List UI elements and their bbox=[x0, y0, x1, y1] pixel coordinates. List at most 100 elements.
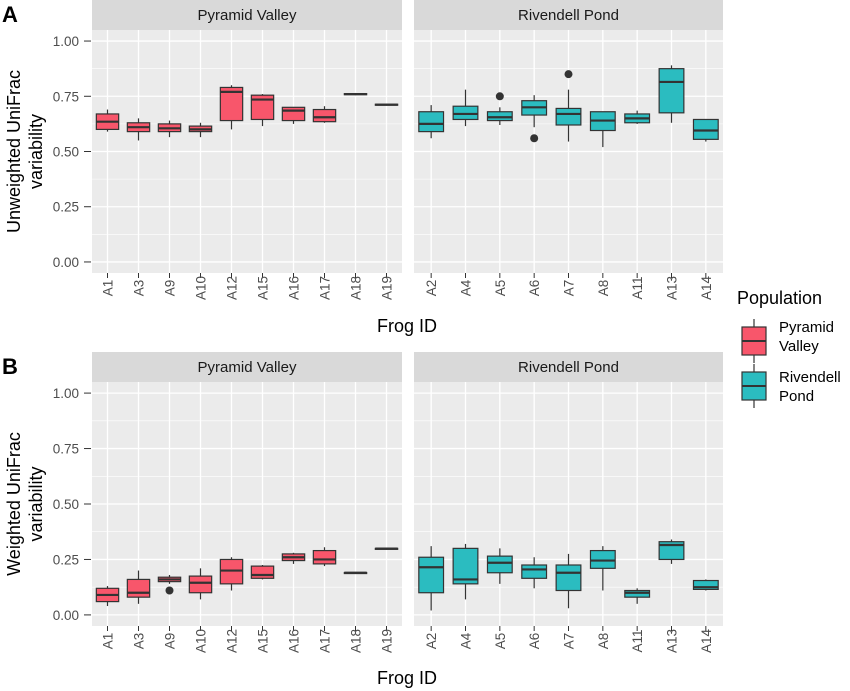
x-tick-label: A15 bbox=[256, 629, 271, 653]
box-A2 bbox=[418, 105, 445, 139]
box-A6 bbox=[521, 95, 548, 143]
legend-key-pyramid bbox=[741, 319, 767, 363]
box-body bbox=[452, 105, 479, 121]
x-tick-label: A12 bbox=[225, 276, 240, 300]
x-tick-label: A1 bbox=[101, 280, 116, 297]
box-body bbox=[521, 564, 548, 579]
legend-label-pyramid-line2: Valley bbox=[779, 338, 819, 355]
y-tick-label: 0.75 bbox=[53, 89, 79, 104]
box-A18 bbox=[343, 571, 368, 575]
x-tick-label: A19 bbox=[380, 276, 395, 300]
x-tick-label: A6 bbox=[527, 280, 542, 297]
x-tick-label: A1 bbox=[101, 633, 116, 650]
y-tick-label: 0.25 bbox=[53, 200, 79, 215]
box-A7 bbox=[555, 553, 582, 609]
x-tick-label: A13 bbox=[665, 629, 680, 653]
box-body bbox=[486, 555, 513, 574]
outlier-point bbox=[495, 92, 504, 101]
box-A9 bbox=[157, 120, 182, 138]
box-A15 bbox=[250, 94, 275, 127]
box-A13 bbox=[658, 539, 685, 564]
box-A10 bbox=[188, 122, 213, 138]
x-tick-label: A7 bbox=[562, 280, 577, 297]
x-tick-label: A18 bbox=[349, 276, 364, 300]
facet-title: Pyramid Valley bbox=[198, 359, 297, 376]
x-tick-label: A10 bbox=[194, 276, 209, 300]
box-A19 bbox=[374, 547, 399, 550]
x-tick-label: A4 bbox=[459, 279, 474, 296]
panel-b: B Weighted UniFrac variability 0.00 0.25 0.50… bbox=[2, 352, 723, 688]
legend-label-rivendell-line2: Pond bbox=[779, 388, 814, 405]
facet-pyramid: Pyramid Valley A1 A3 A9 A10 A12 A15 A16 A17 A18 A1… bbox=[92, 352, 402, 653]
y-tick-label: 0.50 bbox=[53, 497, 79, 512]
box-body bbox=[250, 94, 275, 121]
legend-key-rivendell bbox=[741, 364, 767, 408]
x-tick-label: A12 bbox=[225, 629, 240, 653]
box-A8 bbox=[589, 111, 616, 148]
x-tick-label: A2 bbox=[424, 280, 439, 297]
box-body bbox=[658, 68, 685, 114]
x-tick-label: A19 bbox=[380, 629, 395, 653]
box-A18 bbox=[343, 92, 368, 96]
legend-label-pyramid-line1: Pyramid bbox=[779, 319, 834, 336]
legend-label-rivendell-line1: Rivendell bbox=[779, 369, 841, 386]
box-body bbox=[281, 106, 306, 122]
box-body bbox=[555, 564, 582, 592]
y-tick-label: 1.00 bbox=[53, 386, 79, 401]
y-tick-label: 0.00 bbox=[53, 255, 79, 270]
legend: Population Pyramid Valley Rivendell Pond bbox=[737, 288, 841, 408]
facet-rivendell: Rivendell Pond A2 A4 A5 A6 A7 A8 A11 A13 A14 bbox=[414, 0, 723, 300]
x-tick-label: A3 bbox=[132, 280, 147, 297]
panel-letter-a: A bbox=[2, 2, 18, 27]
x-axis-title: Frog ID bbox=[377, 316, 437, 336]
y-axis-title-line1: Unweighted UniFrac bbox=[4, 70, 24, 233]
x-tick-label: A10 bbox=[194, 629, 209, 653]
y-axis-title-line2: variability bbox=[26, 114, 46, 189]
y-tick-label: 0.00 bbox=[53, 608, 79, 623]
facet-strip bbox=[92, 0, 402, 30]
box-body bbox=[452, 547, 479, 585]
box-A19 bbox=[374, 103, 399, 106]
box-body bbox=[589, 549, 616, 569]
x-tick-label: A14 bbox=[699, 276, 714, 301]
box-body bbox=[126, 578, 151, 598]
x-tick-label: A5 bbox=[493, 280, 508, 297]
x-tick-label: A7 bbox=[562, 633, 577, 650]
x-tick-label: A17 bbox=[318, 276, 333, 300]
facet-strip bbox=[92, 352, 402, 382]
box-A12 bbox=[219, 85, 244, 130]
box-body bbox=[658, 541, 685, 561]
box-body bbox=[624, 589, 651, 598]
box-A11 bbox=[624, 110, 651, 124]
box-body bbox=[312, 108, 337, 123]
box-body bbox=[312, 549, 337, 565]
facet-strip bbox=[414, 352, 723, 382]
y-tick-label: 0.25 bbox=[53, 552, 79, 567]
box-A15 bbox=[250, 565, 275, 580]
x-tick-label: A11 bbox=[630, 629, 645, 652]
y-tick-label: 0.50 bbox=[53, 145, 79, 160]
x-tick-label: A16 bbox=[287, 276, 302, 300]
box-body bbox=[692, 118, 719, 140]
y-tick-label: 0.75 bbox=[53, 442, 79, 457]
box-A13 bbox=[658, 65, 685, 123]
x-tick-label: A15 bbox=[256, 276, 271, 300]
box-body bbox=[418, 111, 445, 133]
y-axis-title-line1: Weighted UniFrac bbox=[4, 432, 24, 576]
x-tick-label: A17 bbox=[318, 629, 333, 653]
box-A17 bbox=[312, 106, 337, 123]
facet-title: Pyramid Valley bbox=[198, 7, 297, 24]
x-tick-label: A11 bbox=[630, 276, 645, 299]
box-A1 bbox=[95, 109, 120, 132]
box-A16 bbox=[281, 106, 306, 124]
x-axis-title: Frog ID bbox=[377, 668, 437, 688]
box-body bbox=[418, 556, 445, 594]
outlier-point bbox=[165, 586, 174, 595]
box-body bbox=[250, 565, 275, 579]
box-A1 bbox=[95, 586, 120, 607]
box-A16 bbox=[281, 552, 306, 564]
outlier-point bbox=[564, 70, 573, 79]
box-A14 bbox=[692, 579, 719, 591]
facet-strip bbox=[414, 0, 723, 30]
